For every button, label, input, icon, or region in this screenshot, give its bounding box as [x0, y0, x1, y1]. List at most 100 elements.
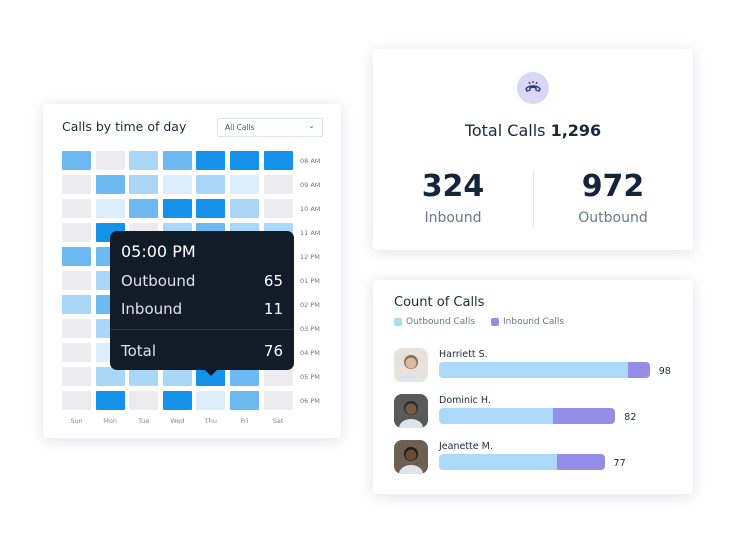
heatmap-cell[interactable] — [129, 199, 159, 218]
heatmap-cell[interactable] — [196, 367, 226, 386]
day-label: Mon — [103, 417, 117, 425]
heatmap-cell[interactable] — [62, 319, 91, 338]
label: Total — [121, 342, 157, 360]
hour-label: 08 AM — [300, 157, 321, 165]
heatmap-cell[interactable] — [62, 151, 91, 170]
inbound-count: 324 — [421, 169, 485, 204]
heatmap-cell[interactable] — [263, 391, 293, 410]
card-title: Calls by time of day — [62, 119, 187, 134]
person-name: Jeanette M. — [439, 441, 493, 452]
label: Outbound Calls — [406, 317, 476, 327]
heatmap-cell[interactable] — [95, 151, 125, 170]
label: Inbound — [121, 300, 183, 318]
label: Inbound Calls — [503, 317, 565, 327]
heatmap-cell[interactable] — [95, 391, 125, 410]
card-title: Count of Calls — [394, 295, 485, 310]
heatmap-cell[interactable] — [162, 175, 192, 194]
swatch — [491, 318, 499, 326]
tooltip-time: 05:00 PM — [121, 242, 196, 261]
heatmap-cell[interactable] — [230, 199, 259, 218]
inbound-segment — [557, 454, 605, 470]
call-total: 98 — [658, 366, 671, 377]
phone-icon — [517, 72, 549, 104]
avatar — [394, 394, 428, 428]
heatmap-cell[interactable] — [263, 175, 293, 194]
value: 11 — [263, 300, 283, 318]
day-label: Wed — [170, 417, 185, 425]
heatmap-cell[interactable] — [95, 199, 125, 218]
heatmap-cell[interactable] — [62, 343, 91, 362]
filter-value: All Calls — [225, 123, 255, 132]
divider — [110, 329, 294, 330]
heatmap-cell[interactable] — [129, 367, 159, 386]
heatmap-cell[interactable] — [62, 175, 91, 194]
day-label: Sat — [272, 417, 284, 425]
count-of-calls-card: Count of Calls Outbound Calls Inbound Ca… — [373, 280, 693, 494]
heatmap-cell[interactable] — [230, 391, 259, 410]
call-filter-dropdown[interactable]: All Calls ⌄ — [217, 118, 323, 137]
heatmap-cell[interactable] — [62, 295, 91, 314]
total-calls-heading: Total Calls 1,296 — [373, 121, 693, 140]
avatar — [394, 348, 428, 382]
total-calls-card: Total Calls 1,296 324 Inbound 972 Outbou… — [373, 49, 693, 250]
heatmap-cell[interactable] — [162, 367, 192, 386]
hour-label: 11 AM — [300, 229, 321, 237]
outbound-segment — [439, 454, 558, 470]
hour-label: 09 AM — [300, 181, 321, 189]
legend-inbound: Inbound Calls — [491, 317, 564, 327]
heatmap-cell[interactable] — [263, 367, 293, 386]
heatmap-cell[interactable] — [129, 391, 159, 410]
day-label: Sun — [70, 417, 83, 425]
heatmap-cell[interactable] — [129, 175, 159, 194]
outbound-segment — [439, 408, 553, 424]
calls-by-time-card: Calls by time of day All Calls ⌄ 08 AM 09… — [43, 104, 341, 438]
heatmap-cell[interactable] — [196, 151, 226, 170]
heatmap-cell[interactable] — [162, 151, 192, 170]
heatmap-cell[interactable] — [230, 151, 259, 170]
heatmap-cell[interactable] — [230, 367, 259, 386]
outbound-label: Outbound — [578, 210, 648, 226]
label: Outbound — [121, 272, 196, 290]
chevron-down-icon: ⌄ — [308, 121, 315, 130]
heatmap-cell[interactable] — [62, 199, 91, 218]
call-total: 82 — [624, 412, 637, 423]
heatmap-cell[interactable] — [95, 367, 125, 386]
outbound-count: 972 — [581, 169, 645, 204]
tooltip-outbound: Outbound 65 — [121, 272, 283, 290]
call-bar — [439, 454, 605, 470]
value: 65 — [263, 272, 283, 290]
hour-label: 01 PM — [300, 277, 320, 285]
heatmap-cell[interactable] — [95, 175, 125, 194]
call-total: 77 — [613, 458, 626, 469]
heatmap-cell[interactable] — [62, 271, 91, 290]
person-row: Harriett S. 98 — [394, 348, 694, 388]
hour-label: 06 PM — [300, 397, 320, 405]
hour-label: 05 PM — [300, 373, 320, 381]
person-row: Dominic H. 82 — [394, 394, 694, 434]
heatmap-cell[interactable] — [230, 175, 259, 194]
person-name: Harriett S. — [439, 349, 488, 360]
heatmap-cell[interactable] — [196, 175, 226, 194]
hour-label: 04 PM — [300, 349, 320, 357]
heatmap-cell[interactable] — [62, 247, 91, 266]
inbound-segment — [628, 362, 650, 378]
heatmap-cell[interactable] — [129, 151, 159, 170]
heatmap-cell[interactable] — [62, 223, 91, 242]
day-label: Fri — [240, 417, 249, 425]
divider — [533, 170, 534, 227]
day-label: Tue — [138, 417, 150, 425]
heatmap-cell[interactable] — [62, 391, 91, 410]
heatmap-cell[interactable] — [196, 391, 226, 410]
avatar — [394, 440, 428, 474]
heatmap-cell[interactable] — [62, 367, 91, 386]
heatmap-cell[interactable] — [263, 151, 293, 170]
heatmap-cell[interactable] — [162, 391, 192, 410]
call-bar — [439, 408, 616, 424]
total-value: 1,296 — [550, 121, 602, 140]
person-row: Jeanette M. 77 — [394, 440, 694, 480]
heatmap-cell[interactable] — [263, 199, 293, 218]
label: Total Calls — [464, 121, 546, 140]
heatmap-cell[interactable] — [162, 199, 192, 218]
person-name: Dominic H. — [439, 395, 491, 406]
heatmap-cell[interactable] — [196, 199, 226, 218]
